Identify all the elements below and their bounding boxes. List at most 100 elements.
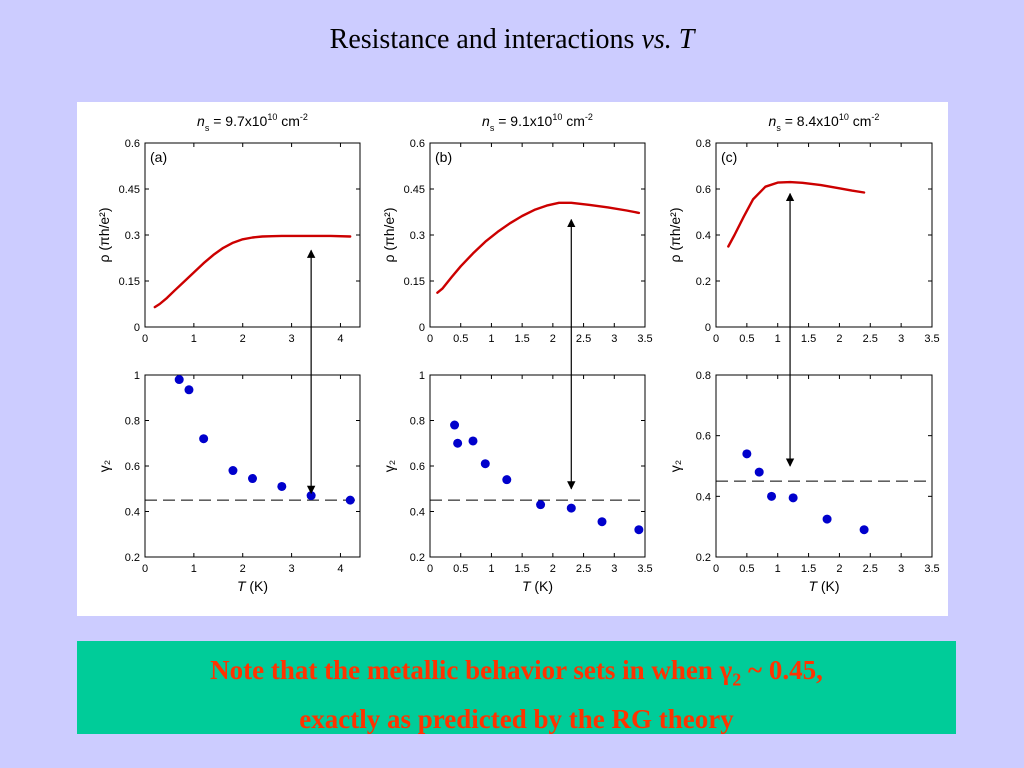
panel-letter: (b) [435, 149, 452, 165]
data-point [536, 500, 546, 510]
data-point [767, 491, 777, 501]
y-tick-label: 0 [419, 322, 425, 334]
panel-title-part: = 8.4x10 [781, 113, 839, 129]
x-tick-label: 2.5 [576, 333, 591, 345]
plot-frame [715, 374, 933, 558]
note-gamma-subscript: 2 [732, 669, 742, 690]
figure-svg: 0 1 2 3 400.150.30.450.6ρ (πh/e²)ns = 9.7x10… [96, 112, 940, 594]
data-point [468, 436, 478, 446]
data-point [248, 474, 257, 484]
chart-1: 0 1 2 3 4 0 0.15 0.3 0.45 0.6 ρ (πh/e²) ns = 9.7x10… [96, 112, 361, 345]
panel-title-part: 10 [552, 112, 562, 122]
note-line-1-pre: Note that the metallic behavior sets in … [210, 655, 720, 685]
panel-title-part: n [482, 113, 490, 129]
data-point [277, 481, 287, 491]
y-tick-label: 0.8 [125, 416, 140, 428]
x-tick-label: 1 [488, 333, 494, 345]
series-line [153, 234, 352, 309]
data-point [480, 459, 490, 469]
panel-title-part: n [769, 113, 777, 129]
panel-title-part: n [197, 113, 205, 129]
x-tick-label: 3.5 [637, 563, 652, 575]
x-tick-label: 1 [775, 563, 781, 575]
note-line-1: Note that the metallic behavior sets in … [77, 650, 956, 699]
data-point [345, 495, 355, 505]
y-tick-label: 0.6 [410, 138, 425, 150]
chart-4: 0 0.5 1 1.5 2 2.5 3 3.5 0.2 0.4 0.6 0.8 1 γ₂ T (K) [381, 370, 653, 594]
y-tick-label: 0 [134, 322, 140, 334]
x-tick-label: 1.5 [801, 333, 816, 345]
x-tick-label: 1 [488, 563, 494, 575]
y-tick-label: 0.4 [696, 230, 711, 242]
chart-5: 0 0.5 1 1.5 2 2.5 3 3.5 0 0.2 0.4 0.6 0.8 ρ (πh/e²) ns… [667, 112, 940, 345]
x-tick-label: 0.5 [453, 563, 468, 575]
y-tick-label: 0.15 [119, 276, 140, 288]
y-tick-label: 0.45 [404, 184, 425, 196]
title-emphasis: vs. T [641, 24, 695, 55]
y-tick-label: 0.2 [410, 552, 425, 564]
plot-frame [144, 374, 361, 558]
x-tick-label: 3.5 [637, 333, 652, 345]
x-tick-label: 1 [775, 333, 781, 345]
title-main: Resistance and interactions [329, 24, 642, 55]
y-axis-label: γ₂ [96, 460, 112, 472]
panel-title-part: cm [849, 113, 872, 129]
x-tick-label: 1.5 [514, 333, 529, 345]
panel-title-part: -2 [300, 112, 308, 122]
x-tick-label: 3 [898, 563, 904, 575]
x-tick-label: 0 [427, 333, 433, 345]
x-tick-label: 0.5 [453, 333, 468, 345]
x-axis-label-unit: (K) [817, 578, 840, 594]
data-point [502, 475, 512, 485]
panel-title-part: 10 [267, 112, 277, 122]
panel-title-part: cm [562, 113, 585, 129]
x-tick-label: 2.5 [863, 563, 878, 575]
panel-letter: (c) [721, 149, 737, 165]
series-line [727, 180, 866, 248]
panel-title-part: cm [277, 113, 300, 129]
y-tick-label: 1 [419, 370, 425, 382]
x-axis-label: T (K) [522, 578, 553, 594]
panel-title: ns = 9.1x1010 cm-2 [482, 112, 593, 133]
data-point [634, 525, 644, 535]
x-tick-label: 2.5 [576, 563, 591, 575]
slide-title: Resistance and interactions vs. T [0, 24, 1024, 56]
y-tick-label: 0.6 [696, 184, 711, 196]
data-point [788, 493, 798, 503]
x-tick-label: 4 [337, 333, 343, 345]
panel-title-part: 10 [839, 112, 849, 122]
figure-panel: 0 1 2 3 4 0 0.15 0.3 0.45 0.6 ρ (πh/e²) ns = 9.7x10… [77, 102, 948, 616]
data-point [566, 503, 576, 513]
y-axis-label: ρ (πh/e²) [381, 208, 397, 263]
panel-title-part: s [776, 123, 781, 133]
data-point [859, 525, 869, 535]
x-tick-label: 3.5 [924, 333, 939, 345]
y-axis-label: γ₂ [381, 460, 397, 472]
data-point [742, 449, 752, 459]
y-tick-label: 0.45 [119, 184, 140, 196]
x-tick-label: 0 [142, 333, 148, 345]
y-tick-label: 0.2 [696, 552, 711, 564]
y-tick-label: 0.6 [410, 461, 425, 473]
x-tick-label: 2 [240, 563, 246, 575]
x-tick-label: 3 [898, 333, 904, 345]
data-point [597, 517, 607, 527]
x-tick-label: 1.5 [801, 563, 816, 575]
panel-title-part: -2 [585, 112, 593, 122]
data-point [754, 467, 764, 477]
data-point [822, 514, 832, 524]
x-tick-label: 0 [713, 563, 719, 575]
y-tick-label: 0.8 [696, 370, 711, 382]
x-tick-label: 0 [142, 563, 148, 575]
x-tick-label: 3 [611, 563, 617, 575]
y-tick-label: 1 [134, 370, 140, 382]
plot-frame [429, 142, 646, 328]
y-tick-label: 0.15 [404, 276, 425, 288]
y-tick-label: 0.8 [410, 416, 425, 428]
y-axis-label: γ₂ [667, 460, 683, 472]
panel-title-part: = 9.1x10 [494, 113, 552, 129]
y-tick-label: 0.2 [125, 552, 140, 564]
x-tick-label: 3.5 [924, 563, 939, 575]
y-tick-label: 0.4 [410, 507, 425, 519]
x-tick-label: 4 [337, 563, 343, 575]
